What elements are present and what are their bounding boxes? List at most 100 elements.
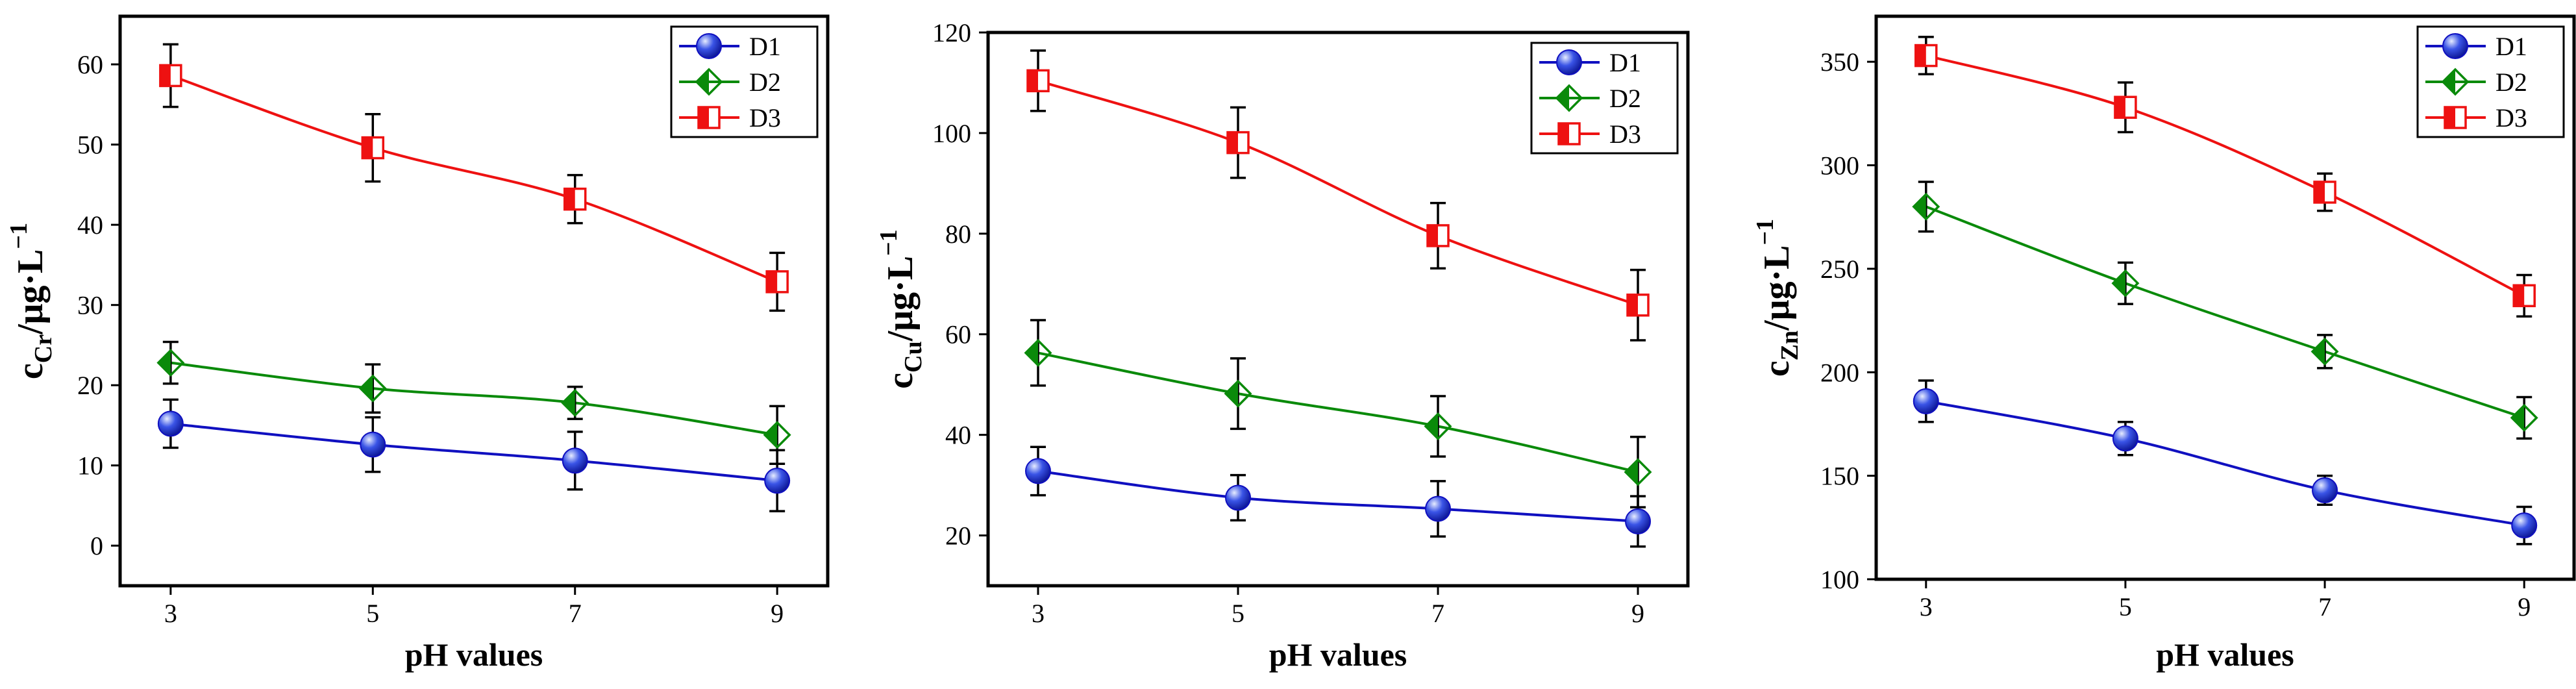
data-point [1625,508,1651,534]
data-point [157,410,184,437]
y-axis-label-part: c [1757,360,1797,377]
legend-marker-fill [697,69,709,94]
y-axis-label: cCu/μg·L−1 [875,229,927,388]
data-point [1912,192,1940,221]
x-tick-label: 3 [1920,592,1933,621]
legend-label: D3 [1609,119,1641,149]
data-point-fill [2514,285,2525,307]
data-point-outline [159,64,182,88]
series-d3 [1914,36,2536,318]
y-tick-label: 0 [90,531,103,560]
data-point-fill [1426,414,1438,439]
y-tick-label: 60 [945,320,971,349]
data-point [2310,337,2339,366]
legend-marker [696,33,722,59]
y-axis-label-part: /μg·L [1757,245,1797,331]
legend-marker-outline [1557,122,1581,145]
data-point-fill [1428,225,1438,246]
data-point [1913,388,1939,414]
legend-marker [1556,49,1582,75]
data-point-outline [2111,269,2140,297]
data-point-outline [2512,284,2536,308]
data-point [2511,512,2538,539]
y-axis-label-part: c [10,363,51,379]
y-axis-label: cZn/μg·L−1 [1752,219,1803,377]
data-point-fill [562,390,575,416]
chart-panel-cr: 0 10 20 30 40 50 60 3 5 7 9 pH values cCr/μg·L−1 D1 D2… [5,14,830,673]
data-point-outline [2510,403,2538,432]
legend-label: D3 [749,103,781,132]
series-line [170,74,778,283]
data-point-fill [2314,181,2325,203]
y-tick-label: 10 [77,451,103,481]
data-point-outline [1624,458,1652,486]
series-line [1926,205,2525,420]
y-axis-label-part: Cr [30,334,57,363]
x-tick-label: 3 [1032,599,1045,628]
data-point-fill [1626,459,1638,484]
data-point-fill [2114,97,2125,118]
legend-item-d2: D2 [2425,68,2527,97]
legend-marker-outline [695,68,723,96]
legend: D1 D2 D3 [2416,25,2565,138]
data-point-fill [765,422,778,447]
x-tick-label: 9 [2518,592,2531,621]
legend-label: D1 [749,32,781,61]
data-point [1914,44,1938,68]
data-point [156,349,185,377]
y-axis-label: cCr/μg·L−1 [5,223,57,379]
legend-marker [1555,84,1583,112]
legend-item-d3: D3 [2425,103,2527,132]
data-point-fill [1226,381,1238,407]
x-tick-label: 7 [1431,599,1444,628]
legend-item-d3: D3 [1539,119,1641,149]
data-point-fill [1228,132,1238,153]
legend-item-d2: D2 [679,68,781,97]
data-point-outline [765,270,789,294]
series-d2 [156,340,791,465]
series-d1 [1913,379,2538,545]
data-point [763,421,791,449]
legend-marker [2441,68,2470,96]
y-tick-label: 80 [945,219,971,249]
legend-item-d1: D1 [679,32,781,61]
legend: D1 D2 D3 [1530,42,1679,155]
data-point [360,431,386,458]
y-axis-label-part: /μg·L [10,249,51,335]
series-line [170,361,778,436]
series-line [170,422,778,482]
plot-frame [986,31,1690,588]
legend-label: D1 [2496,32,2527,61]
x-tick-label: 3 [164,599,177,628]
data-point [1025,458,1051,484]
data-point-fill [564,188,575,210]
data-point [563,187,587,211]
y-tick-label: 20 [945,521,971,551]
series-d1 [1025,445,1651,548]
legend-marker-fill [699,107,709,128]
legend-item-d1: D1 [1539,48,1641,77]
data-point-fill [1028,70,1038,92]
legend-marker [1557,122,1581,145]
y-tick-label: 150 [1820,462,1859,491]
legend-item-d2: D2 [1539,84,1641,113]
legend-label: D2 [749,68,781,97]
series-line [1037,79,1639,307]
legend-marker [2444,106,2467,129]
series-line [1926,54,2525,297]
y-tick-label: 250 [1820,255,1859,284]
data-point-outline [1424,412,1452,440]
data-point [1226,131,1250,155]
y-tick-label: 350 [1820,47,1859,77]
y-tick-label: 50 [77,131,103,160]
x-axis-label: pH values [2156,636,2294,673]
data-point [1024,338,1052,367]
chart-panel-zn: 100 150 200 250 300 350 3 5 7 9 pH values cZn/μg·L−… [1752,14,2576,673]
data-point [361,136,385,160]
data-point [765,270,789,294]
legend-item-d3: D3 [679,103,781,132]
series-d2 [1912,181,2538,440]
data-point [764,468,791,494]
